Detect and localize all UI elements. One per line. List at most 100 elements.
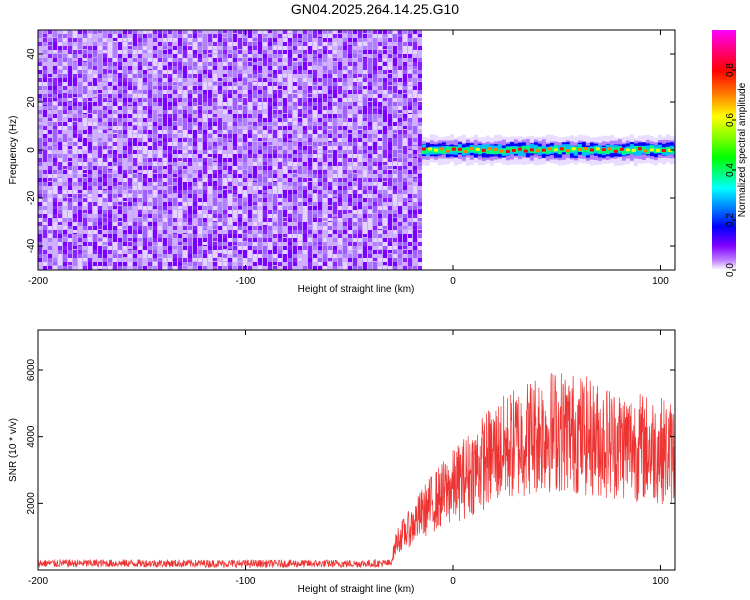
noise-cell bbox=[213, 94, 217, 97]
noise-cell bbox=[288, 122, 292, 128]
noise-cell bbox=[163, 250, 167, 255]
noise-cell bbox=[333, 126, 337, 131]
noise-cell bbox=[368, 246, 372, 251]
noise-cell bbox=[383, 186, 387, 193]
noise-cell bbox=[358, 54, 362, 59]
noise-cell bbox=[153, 182, 157, 185]
noise-cell bbox=[388, 194, 392, 199]
noise-cell bbox=[118, 90, 122, 97]
noise-cell bbox=[148, 82, 152, 87]
noise-cell bbox=[143, 126, 147, 130]
noise-cell bbox=[288, 150, 292, 154]
noise-cell bbox=[318, 258, 322, 263]
noise-cell bbox=[203, 206, 207, 213]
noise-cell bbox=[83, 82, 87, 89]
noise-cell bbox=[153, 138, 157, 144]
noise-cell bbox=[103, 230, 107, 235]
noise-cell bbox=[223, 250, 227, 256]
noise-cell bbox=[88, 74, 92, 79]
noise-cell bbox=[408, 198, 412, 201]
noise-cell bbox=[383, 262, 387, 265]
noise-cell bbox=[313, 34, 317, 39]
noise-cell bbox=[233, 146, 237, 153]
noise-cell bbox=[218, 250, 222, 253]
noise-cell bbox=[188, 106, 192, 112]
noise-cell bbox=[178, 98, 182, 103]
noise-cell bbox=[418, 198, 422, 204]
signal-band-cell bbox=[489, 149, 494, 155]
noise-cell bbox=[253, 46, 257, 51]
noise-cell bbox=[353, 86, 357, 92]
noise-cell bbox=[183, 178, 187, 183]
noise-cell bbox=[58, 262, 62, 265]
noise-cell bbox=[153, 190, 157, 195]
noise-cell bbox=[278, 78, 282, 84]
noise-cell bbox=[413, 126, 417, 130]
noise-cell bbox=[68, 106, 72, 113]
noise-cell bbox=[53, 250, 57, 255]
noise-cell bbox=[93, 50, 97, 57]
noise-cell bbox=[413, 70, 417, 74]
noise-cell bbox=[383, 34, 387, 37]
noise-cell bbox=[78, 226, 82, 231]
noise-cell bbox=[318, 98, 322, 105]
noise-cell bbox=[58, 214, 62, 219]
noise-cell bbox=[98, 198, 102, 203]
noise-cell bbox=[128, 182, 132, 189]
noise-cell bbox=[73, 114, 77, 121]
noise-cell bbox=[378, 58, 382, 64]
noise-cell bbox=[393, 202, 397, 207]
noise-cell bbox=[258, 94, 262, 99]
noise-cell bbox=[148, 70, 152, 74]
noise-cell bbox=[313, 198, 317, 202]
noise-cell bbox=[413, 250, 417, 255]
noise-cell bbox=[333, 150, 337, 154]
noise-cell bbox=[268, 74, 272, 77]
noise-cell bbox=[333, 70, 337, 76]
noise-cell bbox=[118, 214, 122, 221]
noise-cell bbox=[123, 254, 127, 257]
noise-cell bbox=[368, 206, 372, 209]
noise-cell bbox=[98, 54, 102, 60]
noise-cell bbox=[123, 214, 127, 218]
noise-cell bbox=[168, 126, 172, 131]
noise-cell bbox=[333, 102, 337, 109]
noise-cell bbox=[168, 90, 172, 95]
noise-cell bbox=[338, 230, 342, 235]
noise-cell bbox=[283, 238, 287, 242]
noise-cell bbox=[213, 110, 217, 117]
noise-cell bbox=[143, 254, 147, 261]
noise-cell bbox=[78, 122, 82, 129]
noise-cell bbox=[233, 142, 237, 148]
noise-cell bbox=[133, 66, 137, 73]
noise-cell bbox=[363, 118, 367, 121]
noise-cell bbox=[418, 250, 422, 255]
noise-cell bbox=[113, 246, 117, 250]
noise-cell bbox=[48, 186, 52, 193]
noise-cell bbox=[38, 90, 42, 94]
noise-cell bbox=[58, 50, 62, 53]
noise-cell bbox=[158, 34, 162, 40]
noise-cell bbox=[258, 66, 262, 70]
signal-peak-cell bbox=[619, 147, 624, 151]
noise-cell bbox=[393, 166, 397, 169]
noise-cell bbox=[158, 150, 162, 156]
noise-cell bbox=[138, 210, 142, 215]
noise-cell bbox=[68, 258, 72, 262]
noise-cell bbox=[383, 122, 387, 126]
noise-cell bbox=[53, 98, 57, 101]
noise-cell bbox=[338, 218, 342, 222]
noise-cell bbox=[168, 86, 172, 90]
noise-cell bbox=[378, 242, 382, 249]
noise-cell bbox=[308, 138, 312, 144]
noise-cell bbox=[373, 126, 377, 132]
noise-cell bbox=[323, 82, 327, 87]
noise-cell bbox=[368, 130, 372, 135]
noise-cell bbox=[93, 110, 97, 114]
noise-cell bbox=[358, 50, 362, 53]
noise-cell bbox=[43, 162, 47, 169]
noise-cell bbox=[63, 90, 67, 93]
noise-cell bbox=[373, 122, 377, 126]
noise-cell bbox=[193, 82, 197, 85]
noise-cell bbox=[218, 34, 222, 41]
